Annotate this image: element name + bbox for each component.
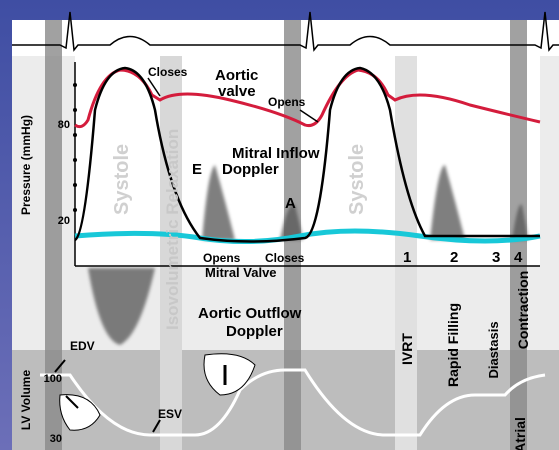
phase-label: 1 bbox=[403, 249, 411, 266]
tick-label: 80 bbox=[58, 119, 70, 131]
axis-label: Pressure (mmHg) bbox=[19, 115, 33, 215]
annotation: A bbox=[285, 195, 296, 212]
annotation: EDV bbox=[70, 339, 95, 353]
annotation: Mitral Valve bbox=[205, 265, 277, 280]
annotation: valve bbox=[218, 83, 256, 100]
annotation: Atrial bbox=[512, 417, 528, 450]
annotation: Doppler bbox=[222, 161, 279, 178]
annotation: Doppler bbox=[226, 323, 283, 340]
annotation: IVRT bbox=[399, 333, 415, 365]
annotation: Systole bbox=[111, 144, 133, 215]
annotation: Diastasis bbox=[486, 321, 501, 378]
annotation: Aortic Outflow bbox=[198, 305, 302, 322]
annotation: Contraction bbox=[515, 271, 531, 350]
diagram: Pressure (mmHg) 80 20 LV Volume 100 30 C… bbox=[0, 0, 559, 450]
tick-label: 20 bbox=[58, 215, 70, 227]
annotation: Isovolumetric Relaxation bbox=[163, 129, 182, 330]
annotation: Systole bbox=[346, 144, 368, 215]
phase-label: 4 bbox=[514, 249, 523, 266]
annotation: E bbox=[192, 161, 202, 178]
annotation: Aortic bbox=[215, 67, 258, 84]
annotation: ESV bbox=[158, 407, 182, 421]
phase-label: 2 bbox=[450, 249, 458, 266]
annotation: Rapid Filling bbox=[445, 303, 461, 387]
annotation: Opens bbox=[203, 251, 241, 265]
tick-label: 100 bbox=[44, 373, 62, 385]
phase-label: 3 bbox=[492, 249, 500, 266]
axis-label: LV Volume bbox=[19, 370, 33, 431]
annotation: Closes bbox=[265, 251, 305, 265]
tick-label: 30 bbox=[50, 433, 62, 445]
annotation: Opens bbox=[268, 95, 306, 109]
annotation: Mitral Inflow bbox=[232, 145, 320, 162]
annotation: Closes bbox=[148, 65, 188, 79]
band bbox=[45, 20, 62, 450]
